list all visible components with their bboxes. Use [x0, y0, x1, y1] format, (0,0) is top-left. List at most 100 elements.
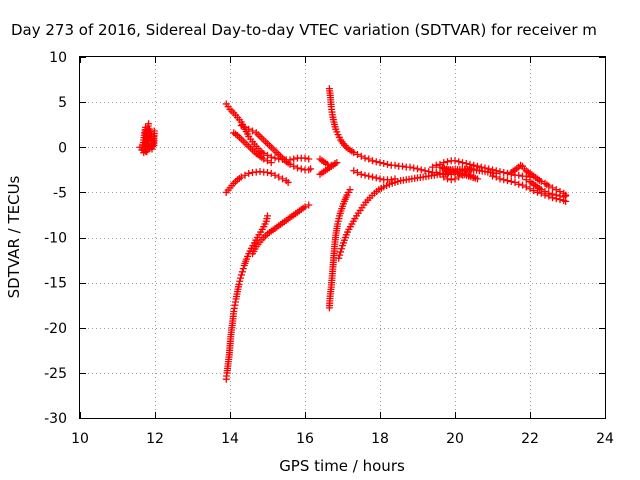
x-tick-label: 20: [446, 431, 464, 447]
data-point: [245, 125, 253, 133]
data-point: [468, 165, 476, 173]
data-point: [316, 170, 324, 178]
data-point: [286, 160, 294, 168]
data-point: [549, 190, 556, 198]
data-point: [235, 280, 243, 288]
data-point: [451, 157, 459, 165]
chart-title: Day 273 of 2016, Sidereal Day-to-day VTE…: [11, 21, 597, 39]
data-point: [432, 161, 440, 169]
x-tick-label: 18: [371, 431, 389, 447]
data-point: [264, 157, 271, 165]
series-arc-j: [325, 186, 354, 312]
data-point: [271, 154, 279, 162]
data-point: [492, 173, 500, 181]
data-point: [245, 169, 253, 177]
data-point: [267, 159, 275, 167]
data-point: [444, 158, 451, 166]
series-arc-l: [350, 167, 399, 184]
x-tick-label: 16: [296, 431, 314, 447]
data-point: [239, 265, 247, 273]
data-point: [440, 159, 448, 167]
data-point: [290, 162, 298, 170]
y-tick-label: 10: [49, 50, 67, 66]
data-point: [237, 274, 244, 282]
data-point: [545, 182, 553, 190]
data-point: [297, 165, 305, 173]
series-arc-o: [507, 161, 570, 199]
data-point: [354, 169, 361, 177]
data-point: [294, 164, 301, 172]
data-point: [455, 158, 463, 166]
data-point: [271, 171, 279, 179]
data-point: [260, 155, 268, 163]
data-point: [365, 155, 373, 163]
grid: [80, 57, 605, 418]
data-point: [481, 164, 489, 172]
data-point: [507, 178, 515, 186]
data-point: [361, 171, 369, 179]
data-point: [455, 173, 463, 181]
y-tick-label: -30: [44, 411, 67, 427]
data-point: [145, 120, 153, 128]
data-point: [350, 149, 358, 157]
y-tick-label: 5: [58, 95, 67, 111]
data-point: [305, 201, 313, 209]
series-arc-d: [230, 129, 275, 167]
data-point: [537, 186, 545, 194]
data-point: [376, 175, 384, 183]
data-point: [241, 123, 249, 131]
data-point: [447, 176, 455, 184]
data-point: [477, 163, 485, 171]
y-tick-label: -5: [53, 185, 67, 201]
data-point: [485, 165, 493, 173]
data-point: [357, 170, 365, 178]
data-point: [406, 163, 414, 171]
data-point: [372, 174, 380, 182]
data-point: [335, 254, 343, 262]
data-point: [267, 169, 275, 177]
data-point: [522, 176, 530, 184]
data-point: [429, 163, 436, 171]
data-point: [380, 159, 388, 167]
data-point: [237, 271, 245, 279]
y-tick-label: -25: [44, 366, 67, 382]
data-point: [541, 187, 549, 195]
data-point: [470, 161, 478, 169]
data-point: [350, 167, 358, 175]
data-point: [241, 171, 249, 179]
data-point: [237, 173, 245, 181]
data-point: [410, 164, 418, 172]
data-point: [515, 180, 523, 188]
series-arc-h: [316, 155, 341, 178]
series-arc-a: [136, 120, 158, 157]
x-tick-labels: 10 12 14 16 18 20 22 24: [71, 431, 614, 447]
data-point: [338, 245, 346, 253]
data-point: [387, 176, 395, 184]
data-point: [421, 167, 429, 175]
data-point: [236, 277, 244, 285]
plot-frame: [79, 56, 606, 419]
y-tick-label: -20: [44, 321, 67, 337]
data-point: [500, 176, 508, 184]
series-arc-g: [249, 201, 313, 258]
data-point: [451, 175, 459, 183]
data-point: [489, 166, 496, 174]
data-point: [238, 268, 246, 276]
data-point: [489, 172, 496, 180]
data-point: [522, 183, 530, 191]
data-point: [515, 171, 523, 179]
data-point: [346, 186, 354, 194]
series-arc-n: [436, 163, 481, 184]
data-point: [492, 167, 500, 175]
x-tick-label: 22: [521, 431, 539, 447]
data-point: [357, 152, 365, 160]
data-point: [264, 169, 271, 177]
data-point: [354, 150, 361, 158]
data-point: [301, 203, 309, 211]
data-point: [249, 127, 256, 135]
data-point: [264, 212, 271, 220]
data-point: [337, 248, 345, 256]
data-point: [496, 175, 504, 183]
data-point: [496, 168, 504, 176]
